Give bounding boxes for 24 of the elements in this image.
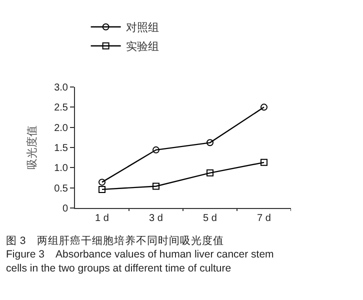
point [98,178,106,186]
point [152,182,160,190]
y-tick-label: 3.0 [54,82,68,94]
y-tick-label: 2.5 [54,102,68,114]
caption: Figure 3 Absorbance values of human liver cancer stem cells in the two groups at different time of culture [6,248,274,274]
point [260,104,268,111]
y-axis-title: 吸光度值 [26,126,39,170]
legend-label: 对照组 [126,21,159,34]
x-tick-label: 7 d [257,213,271,224]
caption: 图 3 两组肝癌干细胞培养不同时间吸光度值 [6,234,224,247]
y-tick-label: 0.5 [54,183,68,194]
y-tick-label: 2.0 [54,122,68,134]
y-tick-label: 0 [62,204,68,214]
x-tick-label: 1 d [95,213,109,224]
y-tick-label: 1.0 [54,163,68,174]
legend-label: 实验组 [126,40,159,54]
x-tick-label: 5 d [203,213,217,224]
point [98,186,106,193]
point [206,139,214,146]
y-tick-label: 1.5 [54,143,68,154]
x-tick-label: 3 d [149,213,163,224]
point [206,169,214,176]
point [260,158,268,166]
point [152,146,160,154]
